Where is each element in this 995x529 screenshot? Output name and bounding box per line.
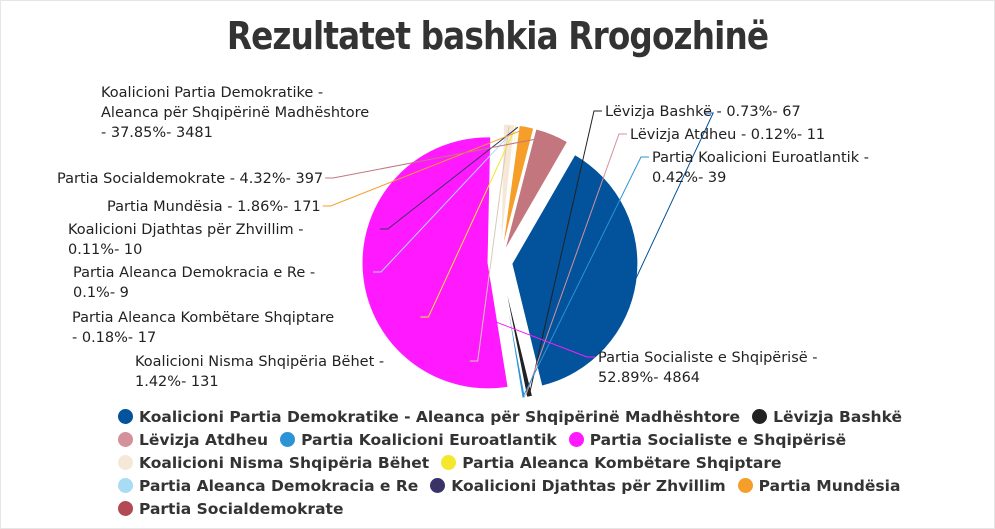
- slice-label-5: Koalicioni Nisma Shqipëria Bëhet -1.42%-…: [135, 354, 384, 390]
- leader-line-9: [322, 128, 527, 207]
- legend-row: Koalicioni Partia Demokratike - Aleanca …: [118, 408, 918, 431]
- legend-label: Koalicioni Partia Demokratike - Aleanca …: [139, 408, 741, 426]
- leader-line-3: [522, 156, 649, 397]
- legend-item-10[interactable]: Partia Socialdemokrate: [118, 500, 343, 518]
- legend-label: Partia Socialdemokrate: [139, 500, 344, 518]
- legend-row: Lëvizja Atdheu Partia Koalicioni Euroatla…: [118, 431, 918, 454]
- legend-item-0[interactable]: Koalicioni Partia Demokratike - Aleanca …: [118, 408, 740, 426]
- legend-dot-icon: [280, 432, 296, 447]
- legend-dot-icon: [441, 455, 457, 470]
- pie-slice-4[interactable]: [361, 136, 509, 390]
- legend-item-3[interactable]: Partia Koalicioni Euroatlantik: [280, 431, 557, 449]
- legend-item-6[interactable]: Partia Aleanca Kombëtare Shqiptare: [441, 454, 781, 472]
- legend-item-1[interactable]: Lëvizja Bashkë: [752, 408, 902, 426]
- legend-row: Partia Aleanca Demokracia e Re Koalicioni…: [118, 477, 918, 500]
- slice-label-9: Partia Mundësia - 1.86%- 171: [107, 199, 321, 215]
- legend-dot-icon: [118, 432, 133, 447]
- slice-label-3: Partia Koalicioni Euroatlantik -0.42%- 3…: [652, 150, 869, 186]
- slice-label-8: Koalicioni Djathtas për Zhvillim -0.11%-…: [68, 222, 303, 258]
- legend-dot-icon: [118, 455, 133, 470]
- pie-slice-3[interactable]: [501, 273, 527, 399]
- legend-dot-icon: [568, 432, 584, 447]
- legend-dot-icon: [430, 478, 446, 493]
- slice-label-1: Lëvizja Bashkë - 0.73%- 67: [605, 104, 801, 120]
- legend-row: Koalicioni Nisma Shqipëria Bëhet Partia A…: [118, 454, 918, 477]
- legend-item-4[interactable]: Partia Socialiste e Shqipërisë: [568, 431, 847, 449]
- pie-slice-5[interactable]: [500, 123, 516, 251]
- legend-dot-icon: [737, 478, 753, 493]
- chart-legend: Koalicioni Partia Demokratike - Aleanca …: [118, 408, 918, 523]
- slice-label-0: Koalicioni Partia Demokratike -Aleanca p…: [101, 85, 369, 141]
- legend-dot-icon: [118, 478, 133, 493]
- pie-slice-8[interactable]: [501, 124, 520, 251]
- legend-label: Partia Koalicioni Euroatlantik: [301, 431, 557, 449]
- chart-title: Rezultatet bashkia Rrogozhinë: [226, 14, 769, 58]
- legend-item-5[interactable]: Koalicioni Nisma Shqipëria Bëhet: [118, 454, 429, 472]
- slice-label-2: Lëvizja Atdheu - 0.12%- 11: [630, 127, 825, 143]
- legend-item-2[interactable]: Lëvizja Atdheu: [118, 431, 268, 449]
- legend-label: Partia Aleanca Demokracia e Re: [139, 477, 419, 495]
- leader-line-10: [325, 135, 552, 179]
- leader-line-5: [469, 126, 510, 362]
- legend-label: Koalicioni Nisma Shqipëria Bëhet: [139, 454, 430, 472]
- leader-line-1: [528, 110, 602, 395]
- slice-label-4: Partia Socialiste e Shqipërisë -52.89%- …: [598, 350, 818, 386]
- legend-dot-icon: [118, 501, 133, 516]
- legend-label: Lëvizja Bashkë: [773, 408, 902, 426]
- legend-item-7[interactable]: Partia Aleanca Demokracia e Re: [118, 477, 418, 495]
- legend-dot-icon: [118, 409, 133, 424]
- legend-label: Koalicioni Djathtas për Zhvillim: [451, 477, 726, 495]
- leader-line-2: [525, 133, 627, 396]
- legend-item-8[interactable]: Koalicioni Djathtas për Zhvillim: [430, 477, 726, 495]
- legend-label: Partia Mundësia: [758, 477, 901, 495]
- pie-slice-0[interactable]: [511, 153, 639, 387]
- leader-line-8: [379, 126, 519, 230]
- leader-line-7: [373, 126, 518, 273]
- legend-row: Partia Socialdemokrate: [118, 500, 918, 523]
- pie-slice-10[interactable]: [504, 128, 569, 252]
- legend-label: Partia Aleanca Kombëtare Shqiptare: [462, 454, 782, 472]
- pie-slice-9[interactable]: [501, 124, 535, 251]
- slice-label-10: Partia Socialdemokrate - 4.32%- 397: [57, 171, 323, 187]
- legend-label: Lëvizja Atdheu: [139, 431, 269, 449]
- slice-label-7: Partia Aleanca Demokracia e Re -0.1%- 9: [73, 265, 315, 301]
- legend-dot-icon: [752, 409, 768, 424]
- leader-line-4: [364, 270, 595, 358]
- leader-line-6: [420, 126, 517, 318]
- legend-item-9[interactable]: Partia Mundësia: [737, 477, 901, 495]
- leader-line-0: [634, 112, 714, 282]
- legend-label: Partia Socialiste e Shqipërisë: [589, 431, 847, 449]
- slice-label-6: Partia Aleanca Kombëtare Shqiptare - 0.18…: [72, 310, 334, 346]
